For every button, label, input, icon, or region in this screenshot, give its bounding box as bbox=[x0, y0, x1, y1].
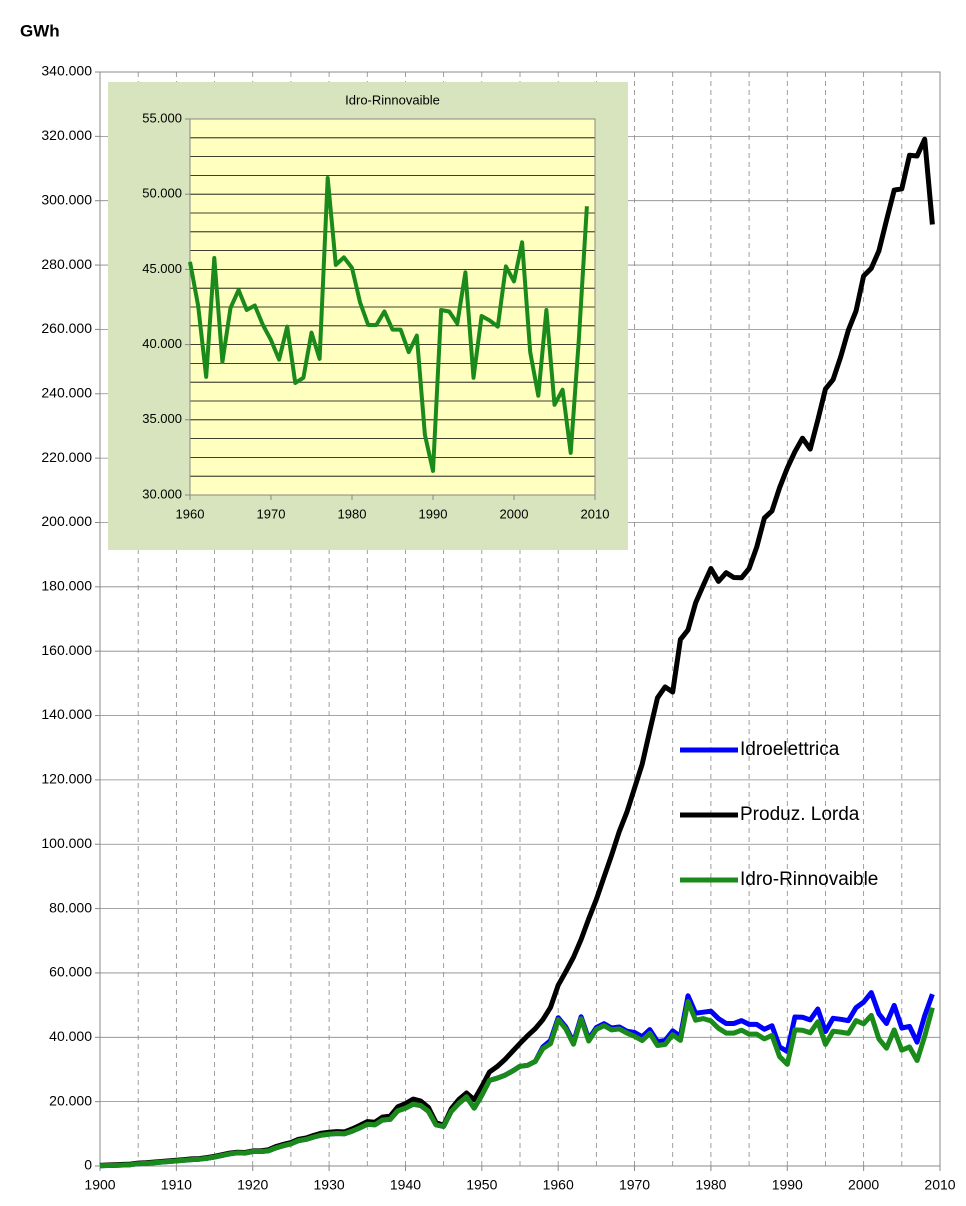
legend-label: Idro-Rinnovaible bbox=[740, 869, 878, 890]
legend-label: Idroelettrica bbox=[740, 739, 840, 760]
y-tick-label: 50.000 bbox=[142, 186, 182, 201]
y-tick-label: 20.000 bbox=[49, 1092, 92, 1108]
y-tick-label: 35.000 bbox=[142, 411, 182, 426]
x-tick-label: 1910 bbox=[161, 1177, 192, 1193]
y-tick-label: 30.000 bbox=[142, 486, 182, 501]
y-tick-label: 200.000 bbox=[41, 513, 92, 529]
series-line bbox=[188, 176, 589, 473]
y-tick-label: 120.000 bbox=[41, 771, 92, 787]
y-tick-label: 260.000 bbox=[41, 320, 92, 336]
y-tick-label: 180.000 bbox=[41, 578, 92, 594]
y-tick-label: 45.000 bbox=[142, 261, 182, 276]
x-tick-label: 1920 bbox=[237, 1177, 268, 1193]
y-tick-label: 100.000 bbox=[41, 835, 92, 851]
x-tick-label: 1970 bbox=[619, 1177, 650, 1193]
y-axis-label: GWh bbox=[20, 21, 60, 40]
x-tick-label: 1950 bbox=[466, 1177, 497, 1193]
plot-border bbox=[189, 118, 596, 496]
y-tick-label: 0 bbox=[84, 1157, 92, 1173]
plot-1: Idro-Rinnovaible 30.000 35.000 40.000 45.000… bbox=[108, 82, 628, 550]
series-line bbox=[99, 990, 935, 1169]
y-tick-label: 280.000 bbox=[41, 256, 92, 272]
y-tick-label: 220.000 bbox=[41, 449, 92, 465]
y-tick-label: 80.000 bbox=[49, 899, 92, 915]
series-line bbox=[99, 999, 935, 1169]
x-tick-label: 2010 bbox=[581, 506, 610, 521]
y-tick-label: 300.000 bbox=[41, 191, 92, 207]
plot-border bbox=[99, 71, 941, 1167]
y-tick-label: 55.000 bbox=[142, 110, 182, 125]
y-tick-label: 60.000 bbox=[49, 964, 92, 980]
x-tick-label: 1970 bbox=[257, 506, 286, 521]
x-tick-label: 1980 bbox=[695, 1177, 726, 1193]
y-tick-label: 160.000 bbox=[41, 642, 92, 658]
x-tick-label: 1990 bbox=[419, 506, 448, 521]
x-tick-label: 1900 bbox=[84, 1177, 115, 1193]
inset-title: Idro-Rinnovaible bbox=[345, 92, 440, 107]
x-tick-label: 1930 bbox=[314, 1177, 345, 1193]
y-tick-label: 140.000 bbox=[41, 706, 92, 722]
y-tick-label: 40.000 bbox=[142, 336, 182, 351]
legend-label: Produz. Lorda bbox=[740, 804, 860, 825]
plot-0: 0 20.000 40.000 60.000 80.000 100.000 120.000 1… bbox=[41, 63, 955, 1193]
y-tick-label: 240.000 bbox=[41, 384, 92, 400]
x-tick-label: 2000 bbox=[500, 506, 529, 521]
x-tick-label: 1960 bbox=[543, 1177, 574, 1193]
y-tick-label: 320.000 bbox=[41, 127, 92, 143]
x-tick-label: 1940 bbox=[390, 1177, 421, 1193]
x-tick-label: 1960 bbox=[176, 506, 205, 521]
x-tick-label: 2000 bbox=[848, 1177, 879, 1193]
y-tick-label: 40.000 bbox=[49, 1028, 92, 1044]
x-tick-label: 1980 bbox=[338, 506, 367, 521]
x-tick-label: 1990 bbox=[772, 1177, 803, 1193]
x-tick-label: 2010 bbox=[924, 1177, 955, 1193]
y-tick-label: 340.000 bbox=[41, 63, 92, 79]
